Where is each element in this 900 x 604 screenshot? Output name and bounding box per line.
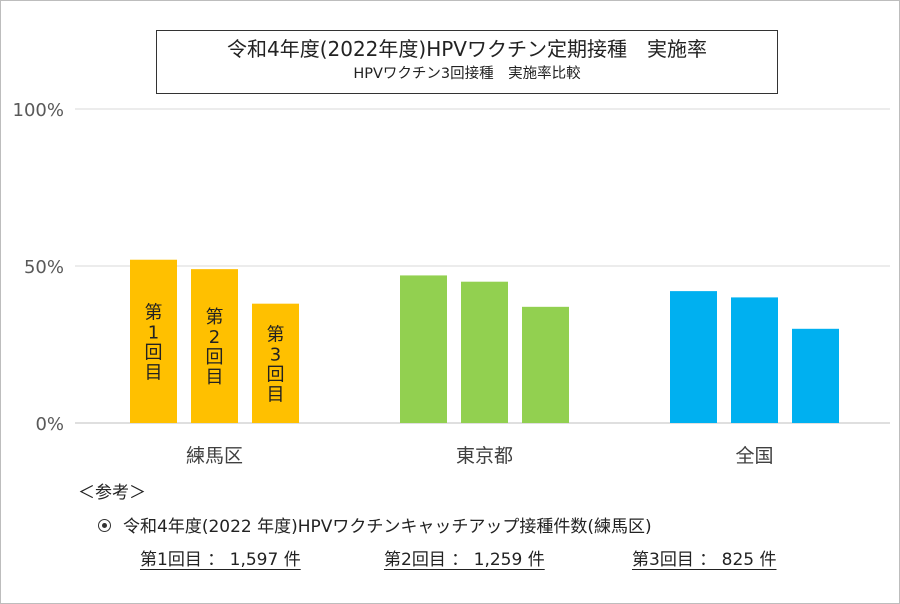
x-tick-label: 全国 <box>735 445 773 467</box>
bar <box>731 297 778 423</box>
bar-label: 第 <box>267 324 285 345</box>
bar-label: 2 <box>209 327 220 348</box>
bar-label: 回 <box>145 342 163 363</box>
bar <box>191 269 238 423</box>
bar <box>792 328 839 423</box>
bar-label: 回 <box>206 347 224 368</box>
bar-label: 目 <box>206 367 224 388</box>
y-tick-label: 100% <box>13 100 64 121</box>
bar-label: 目 <box>145 362 163 383</box>
chart-title: 令和4年度(2022年度)HPVワクチン定期接種 実施率 <box>226 37 707 61</box>
bar <box>130 259 177 423</box>
bar-label: 3 <box>270 344 281 365</box>
bar <box>400 275 447 423</box>
bar-label: 第 <box>145 302 163 323</box>
y-tick-label: 50% <box>24 257 64 278</box>
bar <box>522 306 569 423</box>
x-tick-label: 練馬区 <box>186 445 243 467</box>
bar-label: 1 <box>148 322 159 343</box>
x-tick-label: 東京都 <box>456 445 513 467</box>
bar-label: 回 <box>267 364 285 385</box>
bar-label: 目 <box>267 384 285 405</box>
bar <box>670 291 717 423</box>
bar-label: 第 <box>206 307 224 328</box>
y-tick-label: 0% <box>35 414 64 435</box>
bar <box>252 303 299 423</box>
chart-title-box: 令和4年度(2022年度)HPVワクチン定期接種 実施率 HPVワクチン3回接種… <box>156 30 778 94</box>
chart-subtitle: HPVワクチン3回接種 実施率比較 <box>353 66 581 82</box>
bar <box>461 281 508 423</box>
